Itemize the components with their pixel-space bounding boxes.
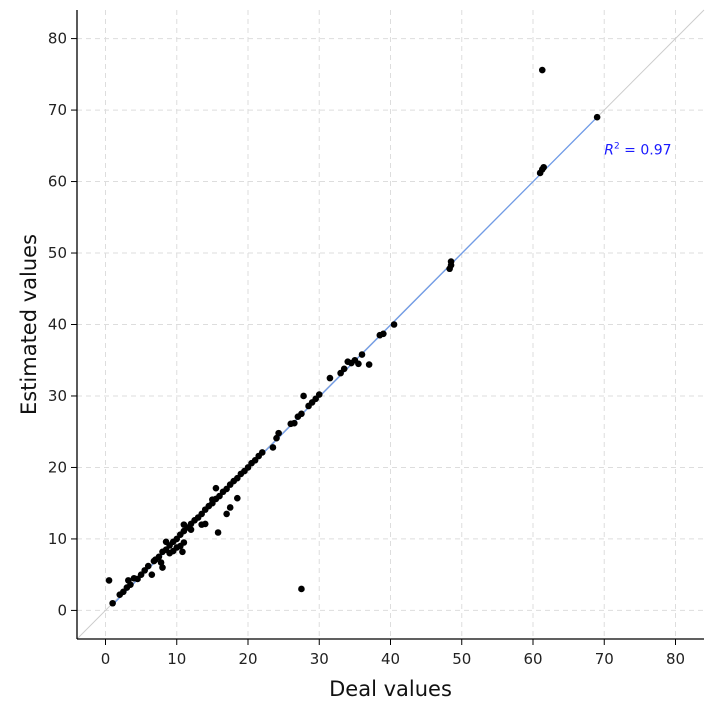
data-point bbox=[298, 585, 305, 593]
x-axis-title: Deal values bbox=[329, 677, 452, 701]
data-point bbox=[159, 564, 166, 571]
data-point bbox=[380, 330, 387, 338]
data-point bbox=[538, 66, 546, 74]
data-point bbox=[180, 539, 188, 546]
x-tick-label: 20 bbox=[238, 650, 257, 668]
data-point bbox=[212, 484, 220, 492]
x-tick-label: 50 bbox=[452, 650, 471, 668]
data-point bbox=[127, 581, 134, 588]
data-point bbox=[201, 520, 209, 528]
data-point bbox=[447, 258, 455, 265]
x-tick-label: 40 bbox=[381, 650, 400, 668]
x-tick-label: 60 bbox=[523, 650, 542, 668]
r-squared-exponent: 2 bbox=[614, 141, 620, 151]
data-point bbox=[291, 419, 298, 427]
y-tick-label: 0 bbox=[57, 601, 67, 619]
y-tick-label: 30 bbox=[48, 387, 67, 405]
data-point bbox=[226, 504, 234, 511]
x-tick-label: 80 bbox=[666, 650, 685, 668]
data-point bbox=[275, 429, 282, 437]
grid bbox=[77, 10, 704, 639]
y-tick-label: 20 bbox=[48, 458, 67, 476]
r-squared-value: = 0.97 bbox=[620, 142, 672, 158]
data-point bbox=[540, 163, 547, 171]
data-point bbox=[355, 360, 362, 368]
data-point bbox=[144, 562, 152, 570]
axis-ticks: 0 10 20 30 40 50 60 70 80 0 10 20 30 40 50 60 70 80 bbox=[48, 30, 685, 668]
data-point bbox=[187, 526, 195, 533]
y-tick-label: 60 bbox=[48, 173, 67, 191]
data-point bbox=[148, 571, 156, 578]
data-point bbox=[326, 374, 334, 382]
x-tick-label: 10 bbox=[167, 650, 186, 668]
data-point bbox=[340, 365, 348, 373]
data-point bbox=[157, 559, 165, 566]
x-tick-label: 0 bbox=[101, 650, 111, 668]
data-point bbox=[390, 321, 398, 328]
x-tick-label: 30 bbox=[310, 650, 329, 668]
y-tick-label: 10 bbox=[48, 530, 67, 548]
y-tick-label: 70 bbox=[48, 101, 67, 119]
data-point bbox=[298, 410, 305, 418]
r-squared-annotation: R2 = 0.97 bbox=[604, 141, 671, 158]
data-point bbox=[223, 510, 230, 518]
x-tick-label: 70 bbox=[595, 650, 614, 668]
y-tick-label: 40 bbox=[48, 316, 67, 334]
data-point bbox=[269, 444, 277, 451]
data-point bbox=[155, 553, 163, 561]
r-squared-symbol: R bbox=[604, 142, 614, 158]
data-point bbox=[315, 391, 323, 398]
y-axis-title: Estimated values bbox=[17, 234, 41, 415]
data-point bbox=[109, 599, 116, 607]
data-point bbox=[300, 392, 307, 400]
data-point bbox=[105, 577, 113, 584]
data-point bbox=[234, 494, 241, 502]
data-point bbox=[593, 113, 601, 121]
y-tick-label: 80 bbox=[48, 30, 67, 48]
y-tick-label: 50 bbox=[48, 244, 67, 262]
data-point bbox=[365, 361, 373, 368]
data-point bbox=[358, 351, 366, 358]
data-point bbox=[258, 449, 266, 456]
data-point bbox=[179, 548, 186, 556]
data-points bbox=[105, 66, 601, 607]
data-point bbox=[214, 529, 222, 536]
data-point bbox=[273, 434, 280, 442]
